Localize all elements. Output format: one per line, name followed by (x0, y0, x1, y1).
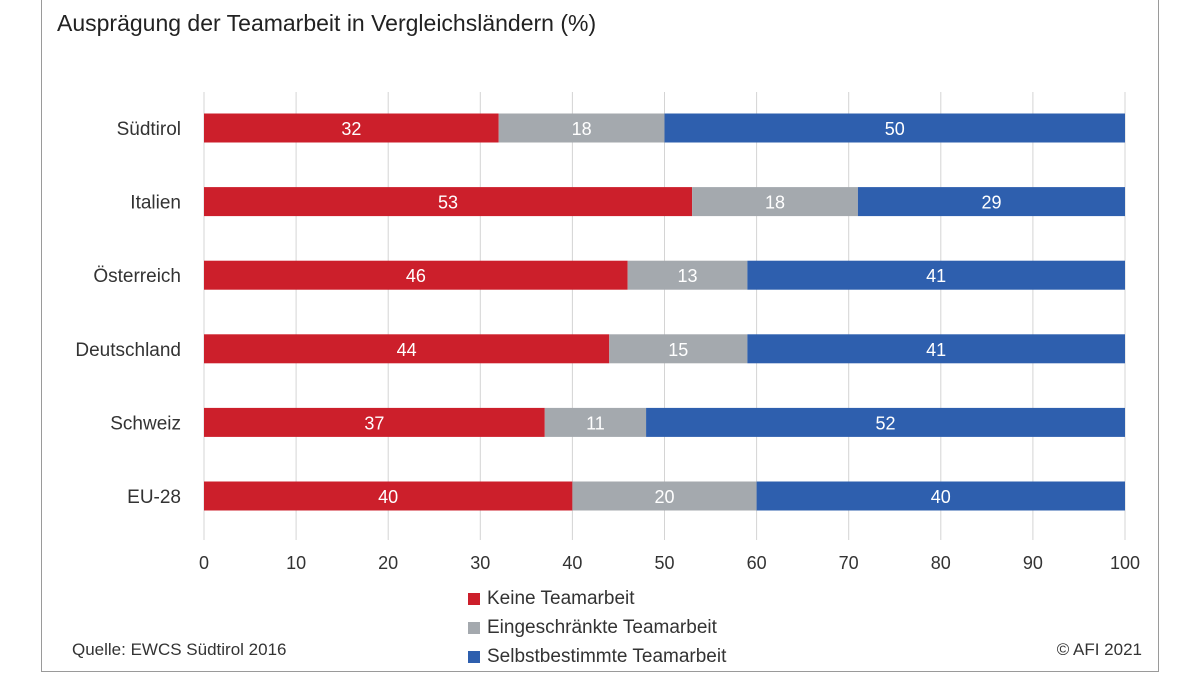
chart-title: Ausprägung der Teamarbeit in Vergleichsl… (57, 10, 597, 36)
bar-segment (627, 260, 748, 290)
bar-data-label: 13 (678, 266, 698, 286)
bar-data-label: 15 (668, 340, 688, 360)
bar-data-label: 11 (586, 413, 605, 433)
bar-data-label: 20 (654, 487, 674, 507)
bar-segment (664, 113, 1125, 143)
grid-layer (203, 92, 1126, 540)
bar-segment (747, 260, 1125, 290)
x-tick-label-40: 40 (562, 553, 582, 573)
legend-swatch-keine (468, 592, 480, 605)
category-label: Österreich (93, 266, 181, 287)
bar-segment (572, 481, 757, 511)
bar-segment (204, 407, 545, 437)
category-label: Italien (130, 193, 181, 214)
bar-segment (646, 407, 1125, 437)
bar-segment (204, 481, 573, 511)
bar-data-label: 53 (438, 193, 458, 213)
legend: Keine Teamarbeit Eingeschränkte Teamarbe… (468, 584, 726, 671)
chart-frame (41, 0, 1159, 672)
bar-segment (204, 113, 499, 143)
x-tick-label-10: 10 (286, 553, 306, 573)
category-label: Deutschland (75, 340, 181, 361)
source-note: Quelle: EWCS Südtirol 2016 (72, 640, 287, 659)
bar-segment (609, 334, 748, 364)
labels-layer: 0 10 20 30 40 50 60 70 80 90 100 Südtirol 32 18 50 Ital… (75, 119, 1140, 573)
bar-data-label: 32 (341, 119, 361, 139)
bar-segment (692, 187, 858, 217)
legend-swatch-selbstbestimmte (468, 650, 480, 663)
bar-data-label: 50 (885, 119, 905, 139)
bar-segment (498, 113, 665, 143)
bar-data-label: 41 (926, 340, 946, 360)
bar-data-label: 40 (378, 487, 398, 507)
legend-label-keine: Keine Teamarbeit (487, 587, 635, 609)
bar-segment (204, 187, 693, 217)
bar-data-label: 29 (981, 193, 1001, 213)
x-tick-label-70: 70 (839, 553, 859, 573)
bar-data-label: 44 (397, 340, 417, 360)
bar-data-label: 37 (364, 413, 384, 433)
bar-data-label: 18 (572, 119, 592, 139)
legend-item-selbstbestimmte: Selbstbestimmte Teamarbeit (468, 642, 726, 671)
bar-data-label: 18 (765, 193, 785, 213)
x-tick-label-60: 60 (747, 553, 767, 573)
category-label: Schweiz (110, 413, 181, 434)
x-tick-label-80: 80 (931, 553, 951, 573)
legend-swatch-eingeschraenkte (468, 621, 480, 634)
x-tick-label-90: 90 (1023, 553, 1043, 573)
bar-segment (204, 260, 628, 290)
bar-data-label: 40 (931, 487, 951, 507)
copyright-note: © AFI 2021 (1056, 640, 1142, 659)
bars-layer (204, 113, 1125, 511)
x-tick-label-0: 0 (199, 553, 209, 573)
x-tick-label-50: 50 (654, 553, 674, 573)
legend-label-eingeschraenkte: Eingeschränkte Teamarbeit (487, 616, 717, 638)
category-label: Südtirol (117, 119, 181, 140)
legend-item-keine: Keine Teamarbeit (468, 584, 726, 613)
bar-data-label: 46 (406, 266, 426, 286)
bar-segment (747, 334, 1125, 364)
bar-data-label: 41 (926, 266, 946, 286)
x-tick-label-30: 30 (470, 553, 490, 573)
category-label: EU-28 (127, 487, 181, 508)
legend-item-eingeschraenkte: Eingeschränkte Teamarbeit (468, 613, 726, 642)
bar-segment (544, 407, 647, 437)
x-tick-label-100: 100 (1110, 553, 1140, 573)
legend-label-selbstbestimmte: Selbstbestimmte Teamarbeit (487, 645, 727, 667)
bar-segment (756, 481, 1125, 511)
bar-data-label: 52 (876, 413, 896, 433)
x-tick-label-20: 20 (378, 553, 398, 573)
bar-segment (857, 187, 1125, 217)
bar-segment (204, 334, 610, 364)
